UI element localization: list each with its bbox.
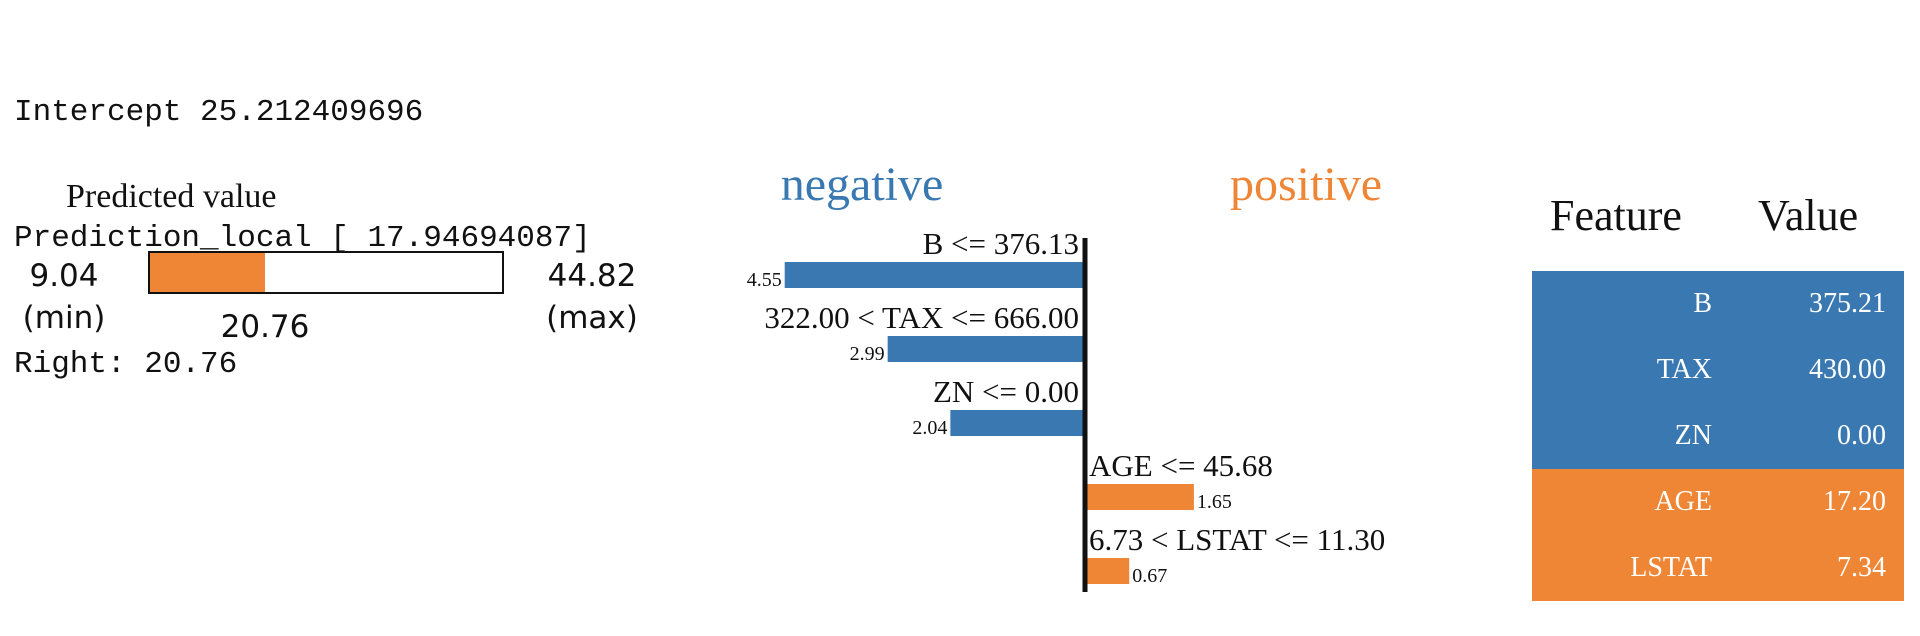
table-cell-feature: TAX (1656, 354, 1712, 385)
table-row: B 375.21 (1532, 271, 1904, 337)
legend-negative: negative (781, 158, 944, 211)
table-cell-feature: ZN (1674, 420, 1712, 451)
contribution-bar (1085, 558, 1130, 584)
condition-label: ZN <= 0.00 (933, 374, 1079, 409)
console-output: Intercept 25.212409696 Prediction_local … (14, 8, 591, 428)
table-cell-feature: LSTAT (1630, 552, 1712, 583)
predicted-max: 44.82 (max) (540, 255, 644, 339)
predicted-min-label: (min) (22, 300, 106, 336)
contribution-bar (950, 410, 1085, 436)
contribution-bar (1085, 484, 1194, 510)
table-row: AGE 17.20 (1532, 469, 1904, 535)
predicted-value-bar (148, 251, 504, 294)
condition-label: AGE <= 45.68 (1089, 448, 1273, 483)
contribution-bar (784, 262, 1085, 288)
table-cell-value: 375.21 (1809, 288, 1886, 319)
table-cell-feature: B (1693, 288, 1712, 319)
feature-value-table: B 375.21 TAX 430.00 ZN 0.00 AGE 17.20 LSTAT 7.34 (1532, 271, 1904, 601)
condition-label: 6.73 < LSTAT <= 11.30 (1089, 522, 1385, 557)
predicted-value-title: Predicted value (66, 178, 277, 215)
legend-positive: positive (1230, 158, 1382, 211)
contribution-value-label: 4.55 (747, 269, 782, 291)
contribution-value-label: 2.04 (912, 417, 947, 439)
table-cell-value: 430.00 (1809, 354, 1886, 385)
right-line: Right: 20.76 (14, 347, 238, 382)
condition-label: B <= 376.13 (923, 226, 1079, 261)
intercept-line: Intercept 25.212409696 (14, 95, 424, 130)
predicted-max-value: 44.82 (547, 258, 637, 294)
table-header-feature: Feature (1550, 191, 1682, 240)
table-header-value: Value (1758, 191, 1859, 240)
predicted-value-label: 20.76 (220, 309, 310, 345)
table-cell-value: 17.20 (1823, 486, 1886, 517)
contribution-value-label: 2.99 (850, 343, 885, 365)
table-cell-feature: AGE (1654, 486, 1712, 517)
predicted-max-label: (max) (546, 300, 638, 336)
table-cell-value: 7.34 (1837, 552, 1886, 583)
table-cell-value: 0.00 (1837, 420, 1886, 451)
contribution-value-label: 0.67 (1132, 565, 1167, 587)
predicted-min: 9.04 (min) (18, 255, 110, 339)
table-row: TAX 430.00 (1532, 337, 1904, 403)
table-row: LSTAT 7.34 (1532, 535, 1904, 601)
prediction-local-line: Prediction_local [ 17.94694087] (14, 221, 591, 256)
predicted-min-value: 9.04 (29, 258, 99, 294)
predicted-value-fill (150, 253, 266, 292)
contribution-value-label: 1.65 (1197, 491, 1232, 513)
condition-label: 322.00 < TAX <= 666.00 (764, 300, 1079, 335)
contribution-bar (887, 336, 1085, 362)
table-row: ZN 0.00 (1532, 403, 1904, 469)
